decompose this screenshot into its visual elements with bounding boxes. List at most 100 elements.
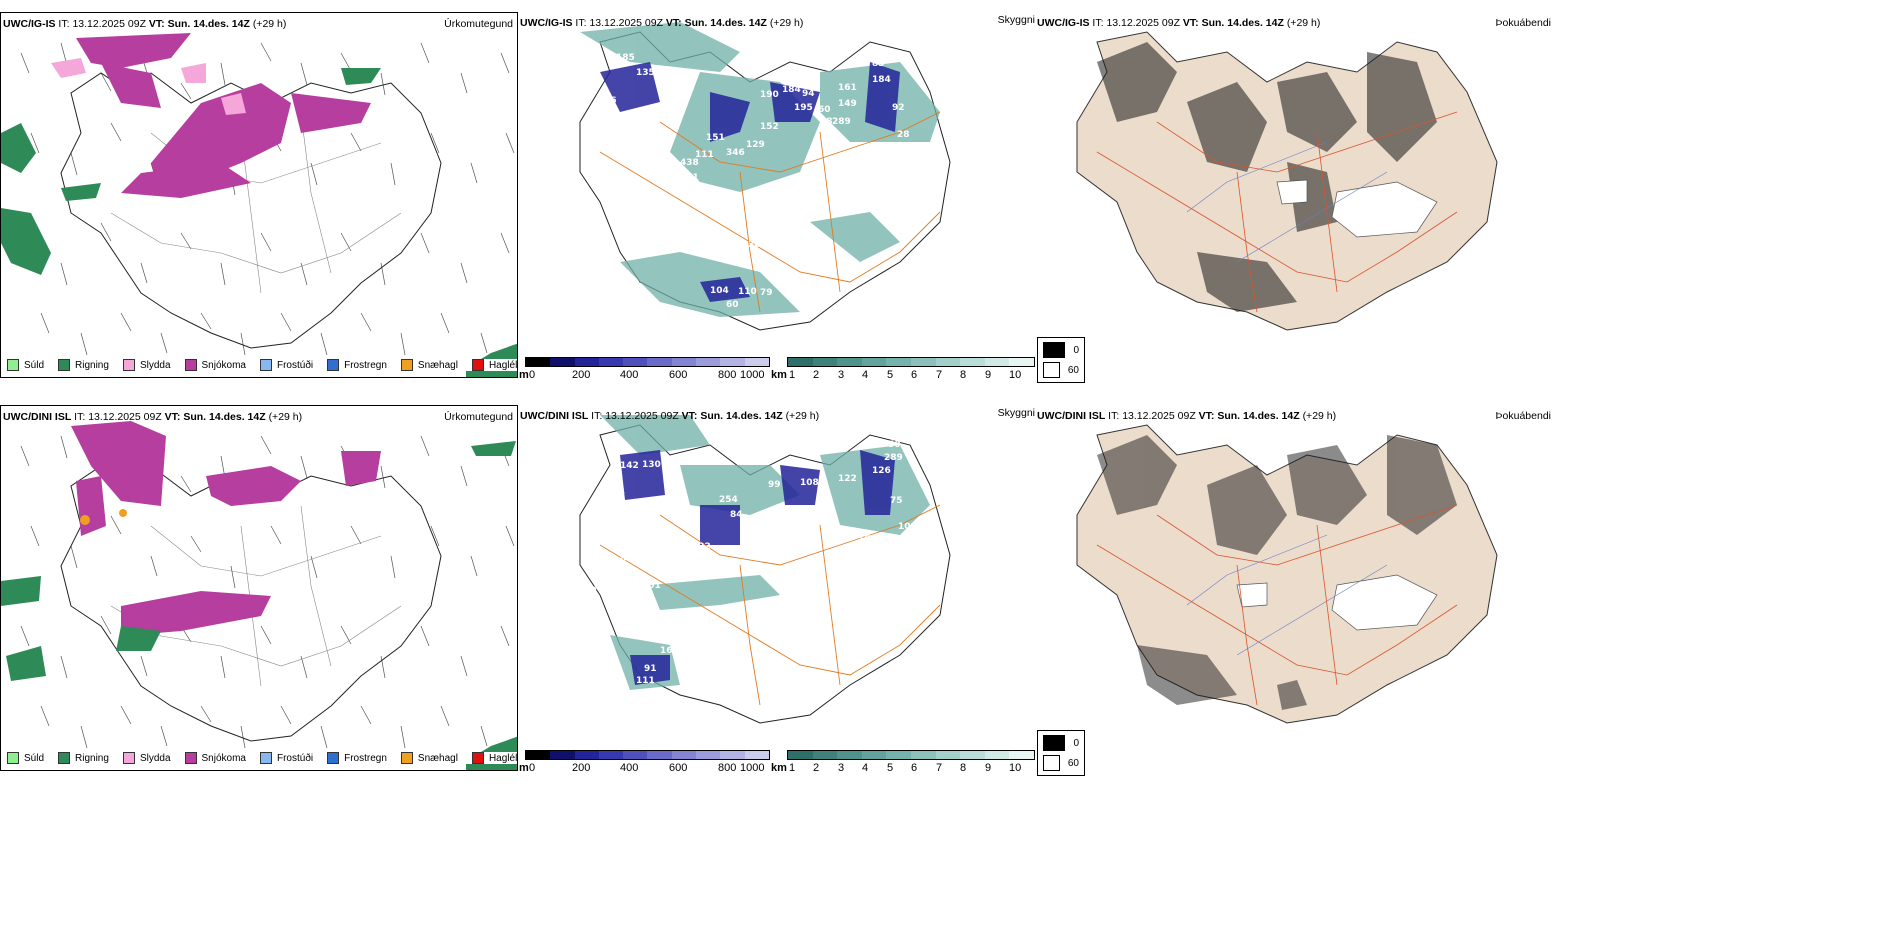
swatch [122, 359, 135, 371]
scale-tick: 3 [838, 762, 845, 774]
swatch [259, 359, 272, 371]
svg-text:152: 152 [760, 122, 779, 132]
svg-text:108: 108 [898, 522, 917, 532]
svg-text:185: 185 [616, 53, 635, 63]
precip-map-row1[interactable]: UWC/IG-IS IT: 13.12.2025 09Z VT: Sun. 14… [0, 12, 518, 378]
scale-tick: 1000 [740, 762, 765, 774]
fog-legend: 0 60 [1037, 730, 1085, 776]
legend-item: Súld [7, 359, 44, 371]
svg-text:101: 101 [642, 581, 661, 591]
svg-text:92: 92 [892, 103, 905, 113]
legend-item: Slydda [122, 752, 171, 764]
svg-text:88: 88 [820, 117, 833, 127]
rain-areas [1, 441, 517, 770]
roads [599, 111, 941, 313]
swatch [259, 752, 272, 764]
svg-text:341: 341 [680, 173, 699, 183]
scale-tick: 5 [887, 369, 894, 381]
svg-text:50: 50 [888, 440, 901, 450]
scale-tick: 5 [887, 762, 894, 774]
svg-text:221: 221 [648, 145, 667, 155]
svg-text:945: 945 [660, 626, 679, 636]
scale-tick: 4 [862, 762, 869, 774]
scale-tick: 3 [838, 369, 845, 381]
swatch [471, 752, 484, 764]
cloud-base-low [600, 62, 900, 302]
legend-item: Rigning [58, 752, 109, 764]
svg-text:148: 148 [742, 519, 761, 529]
svg-text:60: 60 [726, 300, 739, 310]
legend-item: Slydda [122, 359, 171, 371]
visibility-colorbar [787, 750, 1035, 760]
svg-text:289: 289 [884, 453, 903, 463]
svg-text:184: 184 [782, 85, 801, 95]
glaciers [1236, 574, 1438, 631]
scale-tick: 2 [813, 369, 820, 381]
scale-tick: 2 [813, 762, 820, 774]
legend-item: 0 [1043, 735, 1079, 751]
scale-tick: 7 [936, 369, 943, 381]
svg-text:149: 149 [838, 99, 857, 109]
svg-text:236: 236 [640, 131, 659, 141]
cloud-base-unit: m [519, 369, 529, 381]
legend-item: Snæhagl [400, 752, 458, 764]
fog-dark [1097, 435, 1457, 710]
svg-text:91: 91 [644, 664, 657, 674]
svg-text:111: 111 [636, 676, 655, 686]
svg-text:15: 15 [858, 534, 871, 544]
panel-label-fog: Þokuábendi [1495, 17, 1551, 29]
fog-map-row2[interactable]: UWC/DINI ISL IT: 13.12.2025 09Z VT: Sun.… [1037, 405, 1557, 743]
svg-text:195: 195 [794, 103, 813, 113]
swatch [327, 752, 340, 764]
cloud-map-canvas: 142 130 136 182 254 84 148 104 113 133 8… [578, 415, 951, 724]
scale-tick: 9 [985, 369, 992, 381]
svg-text:104: 104 [744, 532, 763, 542]
map-title: UWC/IG-IS IT: 13.12.2025 09Z VT: Sun. 14… [520, 17, 804, 29]
svg-text:161: 161 [838, 83, 857, 93]
map-title: UWC/DINI ISL IT: 13.12.2025 09Z VT: Sun.… [520, 410, 820, 422]
cloud-map-row2[interactable]: 142 130 136 182 254 84 148 104 113 133 8… [520, 405, 1035, 743]
precip-map-canvas [1, 33, 517, 377]
map-title: UWC/IG-IS IT: 13.12.2025 09Z VT: Sun. 14… [3, 18, 287, 30]
swatch [327, 359, 340, 371]
scale-tick: 8 [960, 762, 967, 774]
svg-text:126: 126 [872, 466, 891, 476]
svg-text:105: 105 [610, 118, 629, 128]
cloud-map-row1[interactable]: 185 135 96 107 105 236 221 158 33 225 10… [520, 12, 1035, 350]
svg-text:19: 19 [572, 195, 585, 205]
cloud-base-unit: m [519, 762, 529, 774]
svg-text:304: 304 [748, 240, 767, 250]
fog-map-row1[interactable]: UWC/IG-IS IT: 13.12.2025 09Z VT: Sun. 14… [1037, 12, 1557, 350]
svg-text:135: 135 [636, 68, 655, 78]
scale-tick: 200 [572, 369, 591, 381]
svg-text:190: 190 [760, 90, 779, 100]
scale-tick: 600 [669, 369, 688, 381]
legend-item: 60 [1043, 755, 1079, 771]
svg-text:28: 28 [897, 130, 910, 140]
legend-item: 0 [1043, 342, 1079, 358]
svg-text:142: 142 [620, 461, 639, 471]
scale-tick: 9 [985, 762, 992, 774]
svg-text:189: 189 [578, 586, 597, 596]
svg-text:184: 184 [872, 75, 891, 85]
svg-text:133: 133 [646, 548, 665, 558]
glaciers [1276, 179, 1438, 238]
visibility-colorbar [787, 357, 1035, 367]
panel-label-cloud: Skyggni [997, 407, 1035, 419]
svg-text:130: 130 [642, 460, 661, 470]
svg-text:122: 122 [838, 474, 857, 484]
swatch [122, 752, 135, 764]
scale-tick: 1 [789, 369, 796, 381]
cloud-base-colorbar [525, 750, 770, 760]
svg-text:182: 182 [665, 490, 684, 500]
scale-tick: 4 [862, 369, 869, 381]
precip-map-canvas [1, 421, 517, 770]
svg-text:15: 15 [576, 183, 589, 193]
svg-text:85: 85 [872, 59, 885, 69]
map-title: UWC/IG-IS IT: 13.12.2025 09Z VT: Sun. 14… [1037, 17, 1321, 29]
svg-text:158: 158 [625, 155, 644, 165]
swatch [58, 359, 71, 371]
roads [1096, 111, 1458, 313]
precip-map-row2[interactable]: UWC/DINI ISL IT: 13.12.2025 09Z VT: Sun.… [0, 405, 518, 771]
panel-label-precip: Úrkomutegund [444, 18, 513, 30]
